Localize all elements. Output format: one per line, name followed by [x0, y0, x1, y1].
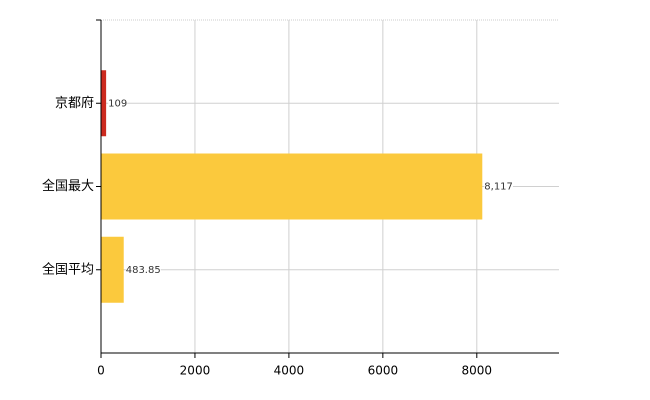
x-tick-label: 2000: [180, 364, 211, 378]
y-tick-label: 京都府: [55, 96, 94, 111]
x-tick-label: 8000: [462, 364, 493, 378]
x-tick-label: 6000: [368, 364, 399, 378]
bar: [101, 70, 107, 137]
label-bg: [108, 98, 128, 110]
y-tick-label: 全国最大: [42, 178, 94, 194]
value-label: 109: [108, 98, 127, 109]
x-tick-label: 0: [97, 364, 105, 378]
value-label: 8,117: [484, 182, 513, 193]
value-label: 483.85: [126, 265, 161, 276]
bar: [101, 236, 124, 303]
bar: [101, 153, 483, 220]
y-tick-label: 全国平均: [42, 261, 94, 277]
label-bg: [125, 264, 161, 276]
x-tick-label: 4000: [274, 364, 305, 378]
label-bg: [484, 181, 513, 193]
